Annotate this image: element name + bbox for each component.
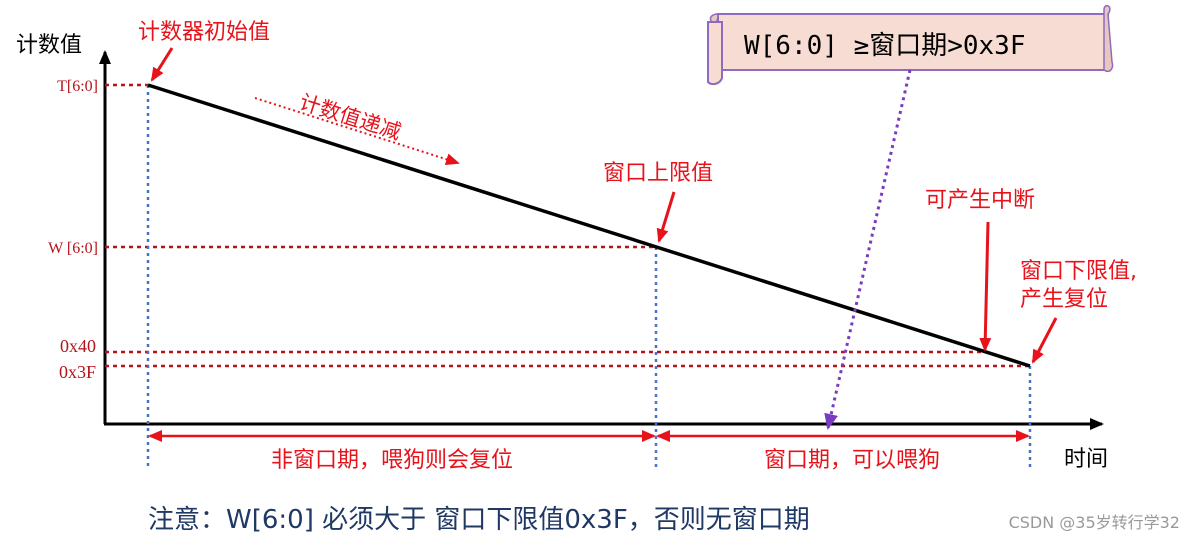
arrow-upper-limit bbox=[656, 191, 676, 243]
tick-t: T[6:0] bbox=[57, 78, 98, 95]
tick-0x40: 0x40 bbox=[60, 336, 96, 356]
label-initial-value: 计数器初始值 bbox=[138, 20, 270, 45]
label-non-window-period: 非窗口期，喂狗则会复位 bbox=[271, 448, 513, 473]
tick-0x3f: 0x3F bbox=[59, 362, 96, 382]
scroll-note: W[6:0] ≥窗口期>0x3F bbox=[744, 31, 1026, 61]
watermark: CSDN @35岁转行学32 bbox=[1009, 513, 1180, 532]
arrow-interrupt bbox=[979, 221, 992, 352]
x-axis-label: 时间 bbox=[1064, 447, 1108, 472]
tick-w: W [6:0] bbox=[48, 240, 98, 257]
arrow-scroll-to-window bbox=[824, 69, 912, 430]
arrow-lower-limit bbox=[1031, 317, 1058, 364]
label-lower-limit-2: 产生复位 bbox=[1020, 287, 1108, 312]
label-lower-limit-1: 窗口下限值, bbox=[1020, 259, 1137, 284]
arrow-decreasing bbox=[254, 97, 460, 166]
counter-line bbox=[147, 83, 1031, 368]
label-window-period: 窗口期，可以喂狗 bbox=[764, 448, 940, 473]
scroll-banner: W[6:0] ≥窗口期>0x3F bbox=[707, 4, 1114, 86]
label-interrupt: 可产生中断 bbox=[925, 188, 1035, 213]
arrow-initial-value bbox=[150, 47, 174, 82]
y-axis-label: 计数值 bbox=[16, 33, 82, 58]
label-upper-limit: 窗口上限值 bbox=[603, 161, 713, 186]
footer-note: 注意：W[6:0] 必须大于 窗口下限值0x3F，否则无窗口期 bbox=[148, 505, 810, 535]
